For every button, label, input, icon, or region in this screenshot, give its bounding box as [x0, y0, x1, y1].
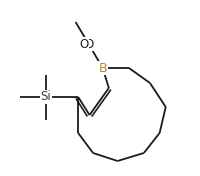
Text: O: O — [84, 37, 93, 51]
Text: Si: Si — [40, 90, 51, 103]
Text: O: O — [79, 37, 88, 51]
Text: Si: Si — [40, 90, 51, 103]
Text: B: B — [98, 61, 106, 74]
Text: B: B — [98, 61, 106, 74]
